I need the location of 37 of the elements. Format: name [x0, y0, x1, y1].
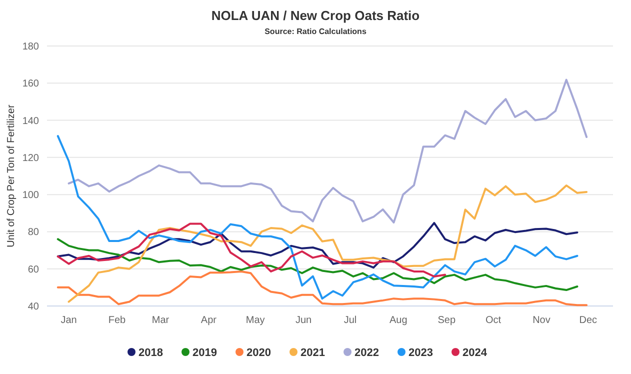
line-series	[56, 222, 578, 269]
x-tick-label: Jul	[344, 315, 357, 326]
x-tick-label: Oct	[485, 315, 502, 326]
line-series	[56, 222, 446, 278]
chart-title: NOLA UAN / New Crop Oats Ratio	[211, 8, 420, 23]
legend-label: 2020	[246, 347, 271, 359]
y-tick-label: 180	[22, 42, 40, 52]
x-tick-label: Mar	[152, 315, 170, 326]
legend-label: 2021	[300, 347, 325, 359]
y-tick-label: 60	[28, 264, 40, 276]
legend-label: 2024	[462, 347, 488, 359]
chart-subtitle: Source: Ratio Calculations	[264, 27, 367, 36]
x-tick-label: Jan	[60, 315, 77, 326]
y-tick-label: 100	[22, 190, 40, 202]
line-series	[68, 78, 588, 224]
y-tick-label: 40	[28, 302, 40, 312]
y-tick-label: 140	[22, 116, 40, 127]
x-tick-label: Apr	[200, 315, 218, 326]
x-tick-label: Feb	[108, 315, 126, 326]
x-tick-label: May	[246, 315, 265, 326]
line-series	[56, 135, 578, 300]
line-series	[56, 270, 588, 306]
y-axis-title: Unit of Crop Per Ton of Fertilizer	[6, 104, 17, 248]
x-tick-label: Jun	[296, 315, 312, 326]
legend-label: 2022	[354, 347, 379, 359]
legend-label: 2023	[408, 347, 433, 359]
legend-label: 2019	[192, 347, 217, 359]
y-tick-label: 160	[22, 78, 40, 90]
line-series	[56, 238, 578, 292]
legend-label: 2018	[138, 347, 163, 359]
x-tick-label: Nov	[532, 315, 550, 326]
y-tick-label: 120	[22, 152, 40, 164]
y-tick-label: 80	[28, 227, 40, 238]
x-tick-label: Aug	[390, 315, 408, 326]
x-tick-label: Dec	[579, 315, 598, 326]
x-tick-label: Sep	[438, 315, 456, 326]
line-series	[68, 184, 588, 303]
